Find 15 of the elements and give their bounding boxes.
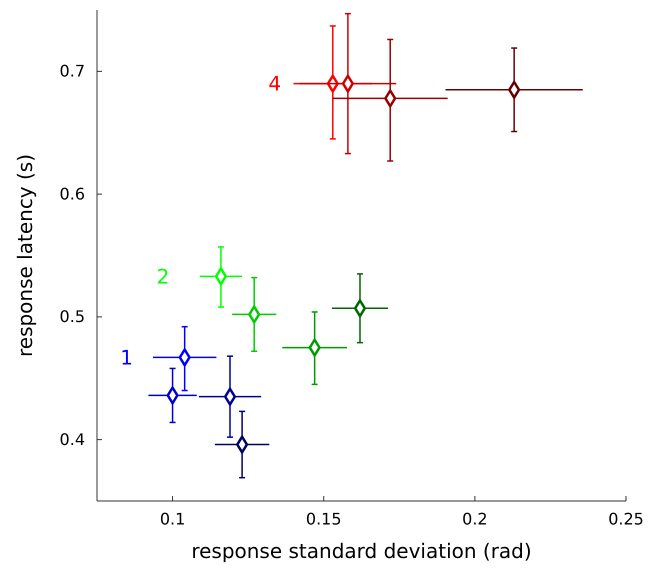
x-tick-label: 0.2 [462, 509, 488, 528]
x-tick-label: 0.25 [608, 509, 644, 528]
x-tick-label: 0.1 [160, 509, 186, 528]
point [224, 388, 236, 406]
x-tick-label: 0.15 [306, 509, 342, 528]
y-axis-title: response latency (s) [13, 154, 37, 358]
y-tick-label: 0.6 [60, 184, 85, 204]
y-tick-label: 0.7 [60, 61, 85, 80]
text: 4 [268, 72, 282, 96]
text: 2 [156, 264, 170, 288]
point [354, 299, 366, 318]
text: 1 [120, 345, 134, 370]
y-tick-label: 0.5 [60, 306, 85, 326]
y-tick-label: 0.4 [60, 430, 85, 449]
x-axis-title: response standard deviation (rad) [191, 539, 532, 563]
